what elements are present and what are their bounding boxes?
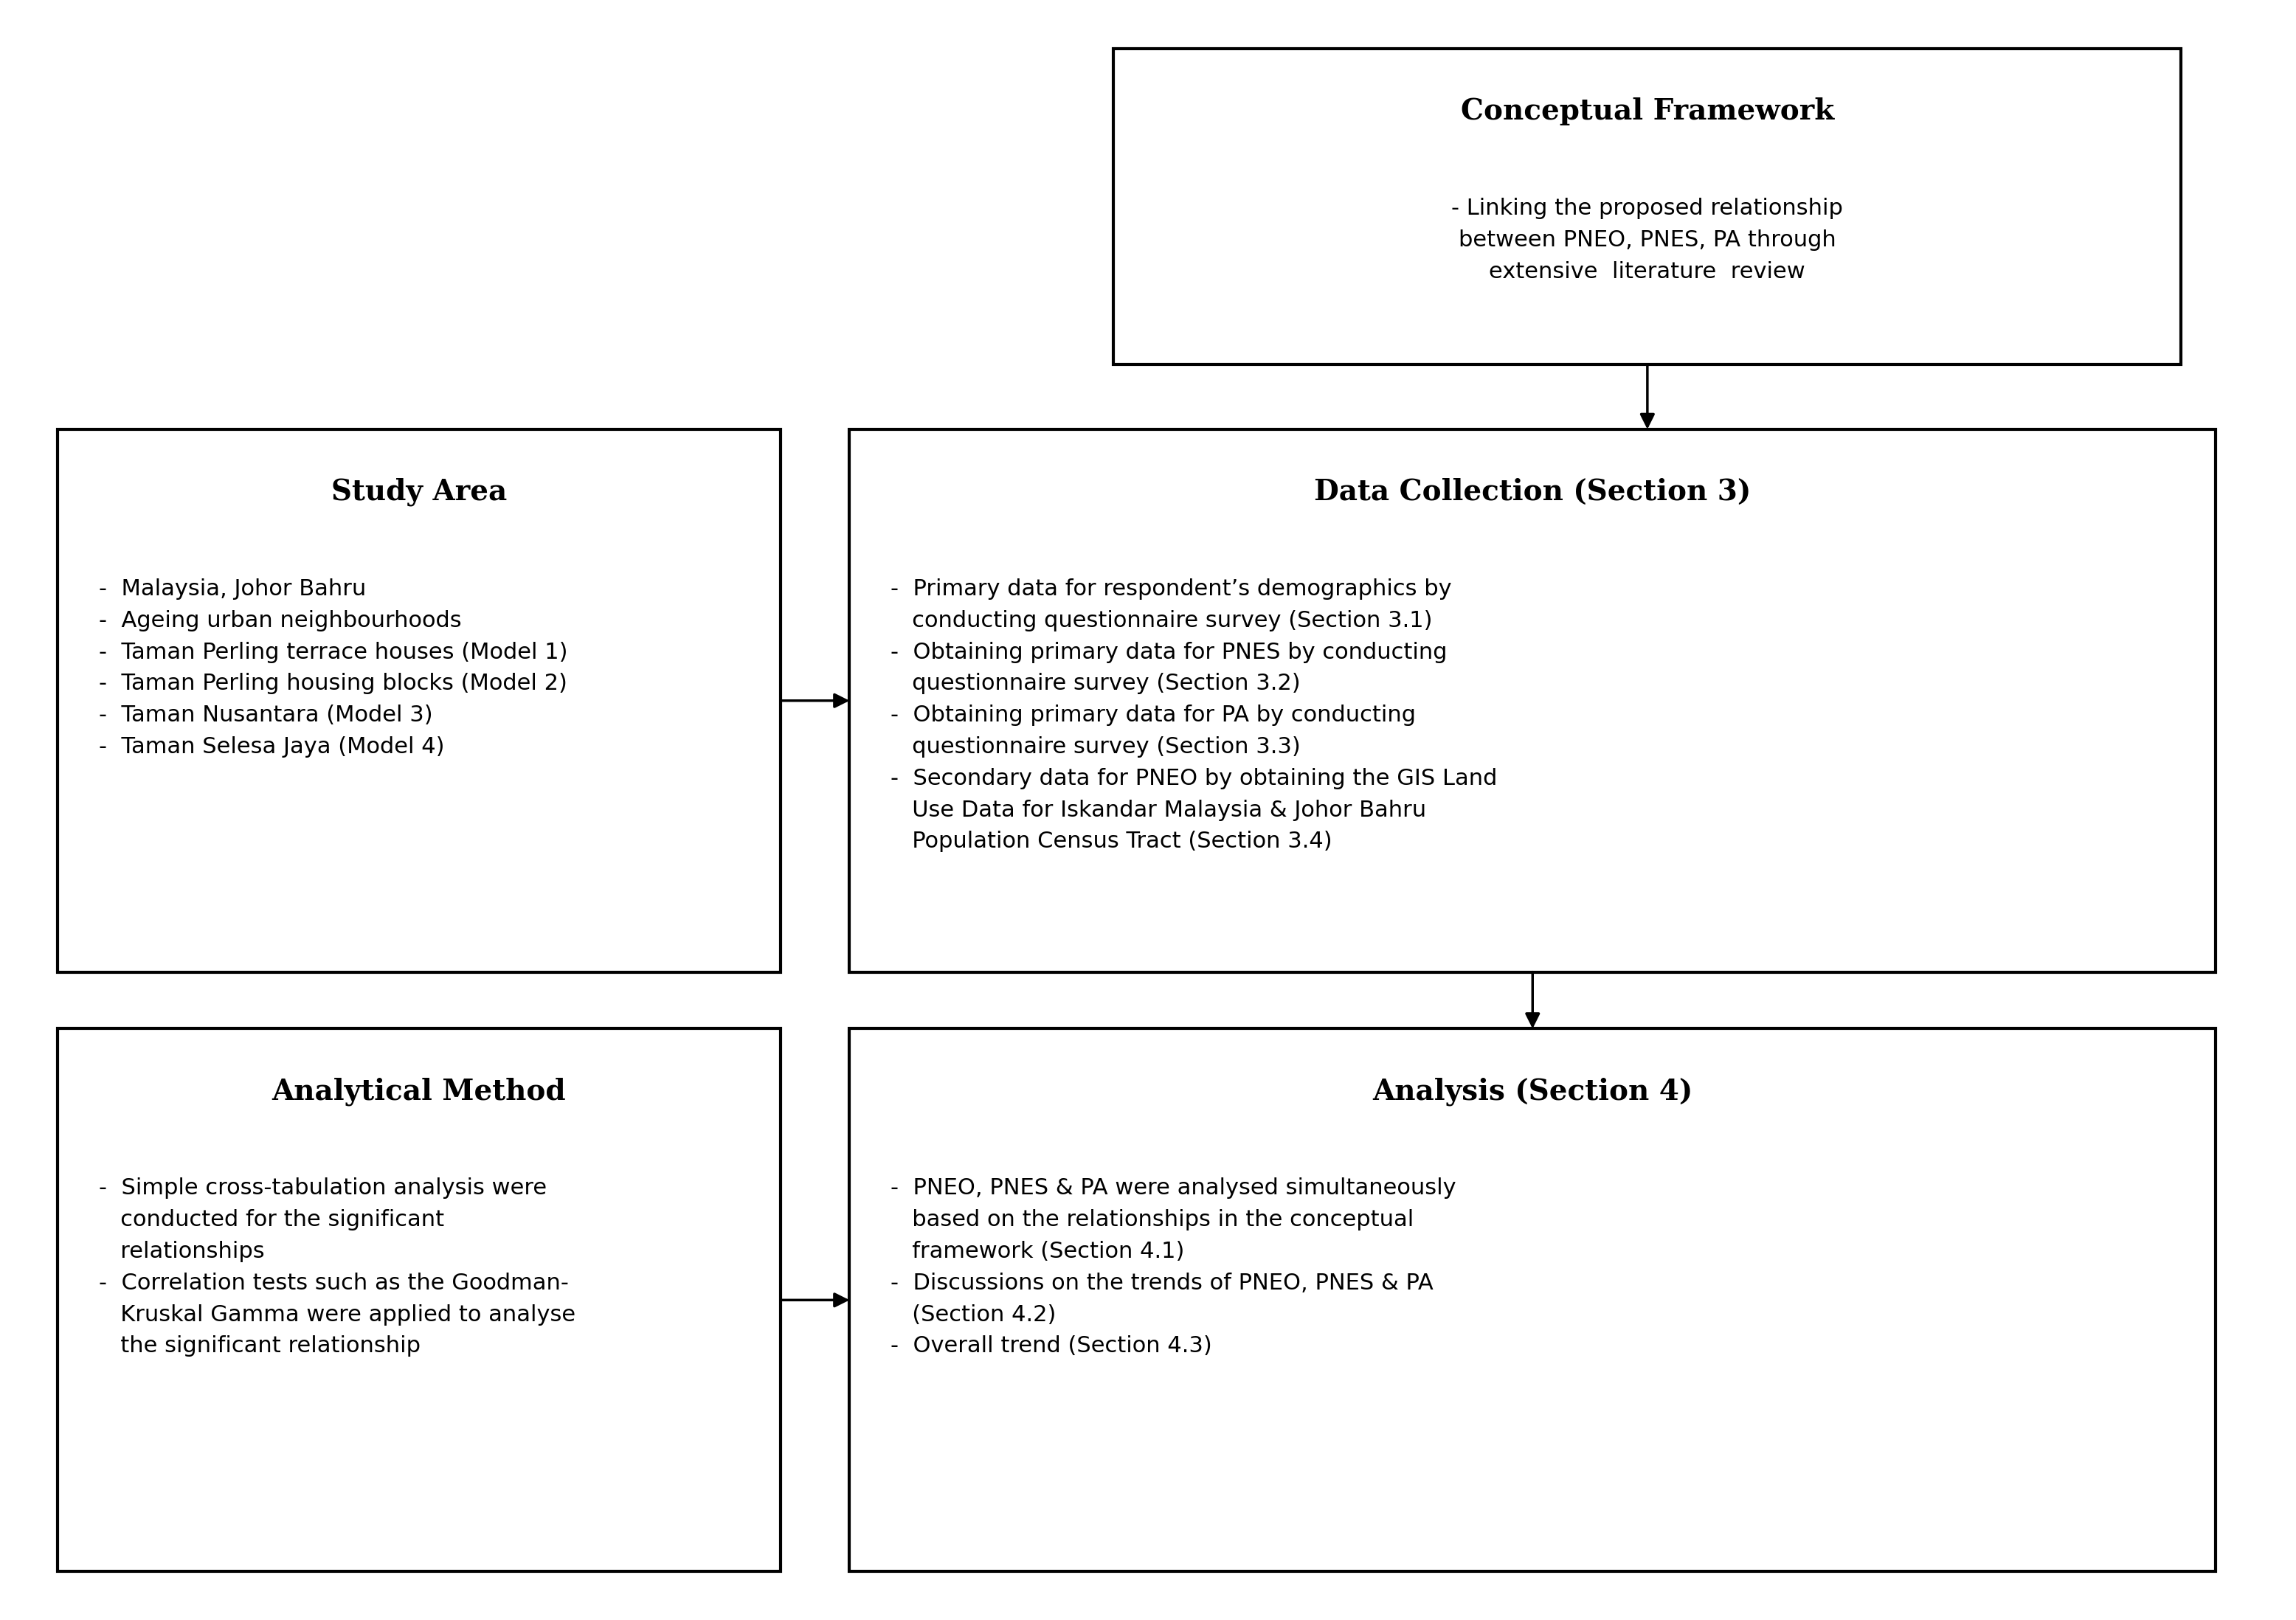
- Text: Analysis (Section 4): Analysis (Section 4): [1373, 1077, 1692, 1106]
- Text: Conceptual Framework: Conceptual Framework: [1460, 97, 1835, 125]
- Text: - Linking the proposed relationship
between PNEO, PNES, PA through
extensive  li: - Linking the proposed relationship betw…: [1451, 198, 1844, 282]
- Text: Study Area: Study Area: [331, 478, 507, 507]
- Text: -  PNEO, PNES & PA were analysed simultaneously
   based on the relationships in: - PNEO, PNES & PA were analysed simultan…: [891, 1178, 1456, 1358]
- Text: Analytical Method: Analytical Method: [271, 1077, 567, 1106]
- Bar: [57, 429, 781, 972]
- Bar: [57, 1029, 781, 1571]
- Text: -  Malaysia, Johor Bahru
-  Ageing urban neighbourhoods
-  Taman Perling terrace: - Malaysia, Johor Bahru - Ageing urban n…: [99, 578, 567, 758]
- Text: -  Primary data for respondent’s demographics by
   conducting questionnaire sur: - Primary data for respondent’s demograp…: [891, 578, 1497, 852]
- Text: -  Simple cross-tabulation analysis were
   conducted for the significant
   rel: - Simple cross-tabulation analysis were …: [99, 1178, 576, 1358]
- Bar: [1114, 49, 2181, 365]
- Bar: [850, 1029, 2216, 1571]
- Text: Data Collection (Section 3): Data Collection (Section 3): [1313, 478, 1752, 505]
- Bar: [850, 429, 2216, 972]
